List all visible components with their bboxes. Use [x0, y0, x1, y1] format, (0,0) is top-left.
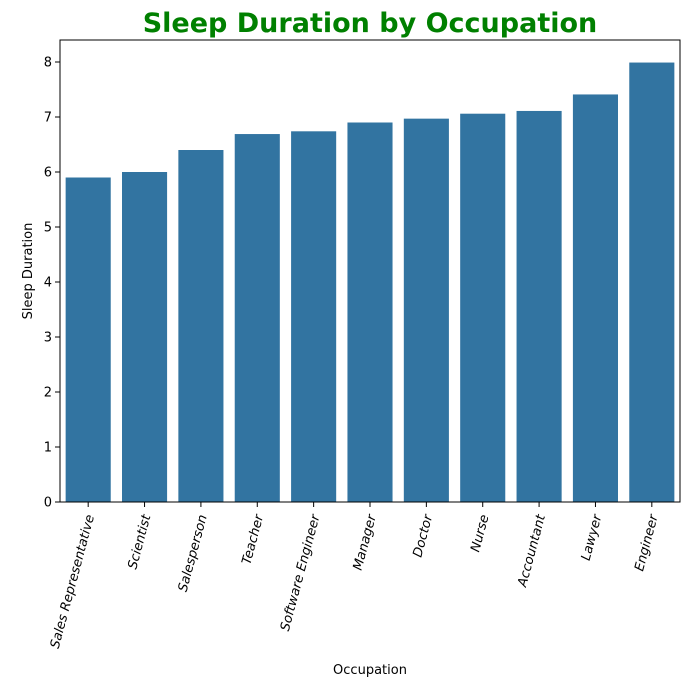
bar-scientist — [122, 172, 168, 502]
bar-teacher — [234, 134, 280, 503]
x-axis-label: Occupation — [333, 663, 407, 678]
x-tick-label: Engineer — [632, 512, 662, 573]
bar-engineer — [629, 62, 675, 503]
plot-area: Sales Representative Scientist Salesperson… — [44, 39, 681, 650]
x-tick-label: Manager — [351, 512, 381, 573]
bar-nurse — [460, 113, 506, 502]
bar-software-engineer — [291, 131, 337, 503]
axes-frame — [59, 39, 681, 503]
chart-title: Sleep Duration by Occupation — [143, 8, 598, 39]
y-tick-label: 2 — [44, 386, 52, 401]
bar-doctor — [403, 118, 449, 503]
x-tick-label: Lawyer — [579, 512, 606, 563]
bar-manager — [347, 122, 393, 502]
x-tick-label: Sales Representative — [48, 513, 98, 650]
x-tick-label: Teacher — [239, 512, 267, 567]
y-tick-label: 6 — [44, 166, 52, 181]
x-tick-label: Salesperson — [176, 513, 211, 593]
y-tick-label: 0 — [44, 496, 52, 511]
y-tick-label: 5 — [44, 221, 52, 236]
bar-accountant — [516, 110, 562, 502]
x-tick-label: Nurse — [468, 513, 492, 554]
y-tick-label: 1 — [44, 441, 52, 456]
x-tick-label: Accountant — [515, 512, 549, 589]
bar-sales-representative — [65, 177, 111, 502]
y-axis-label: Sleep Duration — [21, 223, 36, 320]
y-tick-label: 8 — [44, 56, 52, 71]
bar-salesperson — [178, 150, 224, 502]
y-tick-label: 7 — [44, 111, 52, 126]
x-tick-label: Doctor — [410, 512, 436, 560]
x-tick-label: Software Engineer — [278, 512, 324, 633]
x-tick-label: Scientist — [125, 512, 154, 571]
y-tick-label: 4 — [44, 276, 52, 291]
y-tick-label: 3 — [44, 331, 52, 346]
bar-lawyer — [572, 94, 618, 502]
